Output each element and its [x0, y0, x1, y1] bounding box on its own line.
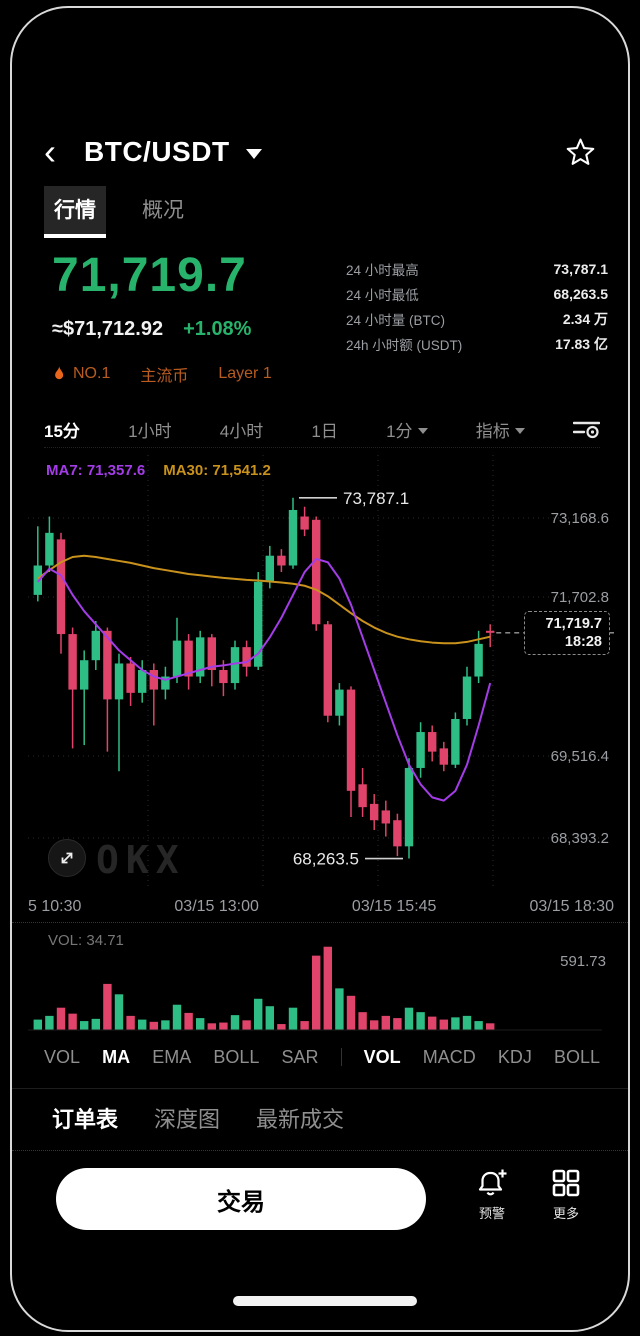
ma-legend: MA7: 71,357.6 MA30: 71,541.2: [46, 462, 271, 479]
home-indicator[interactable]: [233, 1296, 417, 1306]
stat-label: 24 小时量 (BTC): [346, 312, 446, 328]
trade-button[interactable]: 交易: [56, 1168, 426, 1230]
tab-depth[interactable]: 深度图: [154, 1107, 221, 1132]
chevron-down-icon: [514, 427, 525, 434]
stat-row: 24 小时量 (BTC) 2.34 万: [346, 306, 608, 331]
flame-icon: [55, 366, 64, 380]
stat-label: 24h 小时额 (USDT): [346, 337, 463, 353]
timeframe-row: 15分 1小时 4小时 1日 1分 指标: [44, 412, 600, 448]
time-axis: 5 10:30 03/15 13:00 03/15 15:45 03/15 18:30: [28, 898, 614, 916]
stat-label: 24 小时最低: [346, 287, 419, 303]
divider: [340, 1048, 342, 1066]
sub-price-row: ≈$71,712.92 +1.08%: [52, 318, 251, 341]
last-price-tag-value: 71,719.7: [545, 615, 602, 632]
last-price: 71,719.7: [52, 249, 247, 302]
tab-overview[interactable]: 概况: [142, 199, 184, 222]
tag-badge[interactable]: 主流币: [140, 368, 189, 385]
svg-text:73,787.1: 73,787.1: [343, 489, 409, 508]
time-axis-label: 5 10:30: [28, 898, 82, 915]
price-change: +1.08%: [183, 318, 252, 340]
rank-label: NO.1: [73, 365, 111, 382]
indicator-ma[interactable]: MA: [102, 1046, 131, 1067]
divider: [12, 922, 628, 923]
indicator-ema[interactable]: EMA: [152, 1046, 192, 1067]
expand-arrows-icon: [61, 852, 73, 864]
timeframe-15分[interactable]: 15分: [44, 422, 80, 441]
chevron-down-icon: [417, 427, 428, 434]
alert-action[interactable]: 预警: [464, 1168, 520, 1222]
stat-label: 24 小时最高: [346, 262, 419, 278]
stat-value: 73,787.1: [553, 260, 609, 277]
fiat-price: ≈$71,712.92: [52, 318, 164, 340]
grid-more-icon: [552, 1169, 580, 1197]
more-action[interactable]: 更多: [538, 1168, 594, 1222]
stat-value: 68,263.5: [553, 285, 609, 302]
timeframe-1小时[interactable]: 1小时: [128, 422, 172, 441]
ma30-legend: MA30: 71,541.2: [163, 462, 271, 479]
svg-text:73,168.6: 73,168.6: [551, 510, 609, 527]
last-price-tag-time: 18:28: [564, 633, 602, 650]
volume-chart[interactable]: [24, 926, 616, 1036]
tab-trades[interactable]: 最新成交: [256, 1107, 345, 1132]
time-axis-label: 03/15 13:00: [174, 898, 259, 915]
tab-market[interactable]: 行情: [44, 186, 106, 238]
badges-row: NO.1 主流币 Layer 1: [52, 362, 272, 386]
bell-plus-icon: [478, 1169, 507, 1196]
orderbook-tabs: 订单表 深度图 最新成交: [52, 1102, 344, 1134]
timeframe-1分[interactable]: 1分: [386, 417, 428, 442]
volume-axis-max: 591.73: [560, 953, 606, 970]
alert-label: 预警: [478, 1206, 505, 1221]
indicator-boll[interactable]: BOLL: [213, 1046, 260, 1067]
time-axis-label: 03/15 18:30: [529, 898, 614, 915]
indicator-macd[interactable]: MACD: [422, 1046, 476, 1067]
volume-label: VOL: 34.71: [48, 932, 124, 949]
back-button[interactable]: ‹: [44, 131, 56, 172]
candlestick-chart[interactable]: 73,168.6 71,702.8 69,516.4 68,393.2 73,787.1…: [24, 455, 616, 895]
svg-text:68,263.5: 68,263.5: [293, 850, 359, 869]
svg-text:68,393.2: 68,393.2: [551, 830, 609, 847]
timeframe-指标[interactable]: 指标: [476, 417, 525, 442]
timeframe-1日[interactable]: 1日: [311, 422, 338, 441]
ma7-legend: MA7: 71,357.6: [46, 462, 146, 479]
stat-row: 24 小时最低 68,263.5: [346, 281, 608, 306]
indicator-kdj[interactable]: KDJ: [497, 1046, 532, 1067]
tab-orderbook[interactable]: 订单表: [52, 1107, 119, 1132]
stat-row: 24h 小时额 (USDT) 17.83 亿: [346, 331, 608, 356]
pair-title: BTC/USDT: [84, 136, 230, 167]
pair-dropdown-icon[interactable]: [245, 149, 262, 159]
divider: [12, 1088, 628, 1089]
header: ‹ BTC/USDT: [44, 130, 596, 174]
stat-value: 17.83 亿: [555, 335, 608, 352]
fullscreen-button[interactable]: [48, 839, 86, 877]
indicator-vol[interactable]: VOL: [44, 1046, 81, 1067]
indicator-sar[interactable]: SAR: [281, 1046, 319, 1067]
stat-value: 2.34 万: [562, 310, 608, 327]
divider: [12, 1150, 628, 1151]
tag-badge[interactable]: Layer 1: [218, 365, 272, 382]
more-label: 更多: [552, 1206, 579, 1221]
favorite-star-icon[interactable]: [565, 137, 596, 167]
page-tabs: 行情 概况: [44, 186, 194, 238]
chart-settings-icon[interactable]: [572, 418, 600, 441]
time-axis-label: 03/15 15:45: [351, 898, 437, 915]
svg-text:69,516.4: 69,516.4: [551, 748, 609, 765]
rank-badge[interactable]: NO.1: [52, 365, 110, 383]
okx-watermark: OKX: [96, 838, 186, 882]
svg-text:71,702.8: 71,702.8: [551, 589, 609, 606]
stat-row: 24 小时最高 73,787.1: [346, 256, 608, 281]
indicator-boll[interactable]: BOLL: [553, 1046, 600, 1067]
last-price-tag: 71,719.7 18:28: [524, 610, 610, 655]
stats-panel: 24 小时最高 73,787.1 24 小时最低 68,263.5 24 小时量 (BT…: [346, 256, 608, 356]
timeframe-4小时[interactable]: 4小时: [219, 422, 264, 441]
indicator-vol[interactable]: VOL: [363, 1046, 401, 1067]
indicator-tabs: VOL MA EMA BOLL SAR VOL MACD KDJ BOLL: [44, 1040, 600, 1074]
